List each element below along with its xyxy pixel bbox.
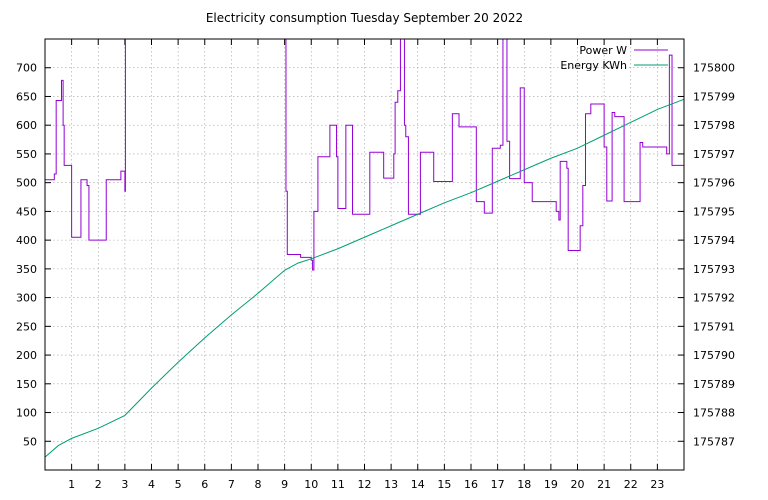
y2-tick-label: 175791 bbox=[693, 320, 735, 333]
legend-label-energy: Energy KWh bbox=[560, 59, 627, 72]
x-tick-label: 23 bbox=[650, 478, 664, 491]
y-tick-label: 450 bbox=[16, 205, 37, 218]
x-tick-label: 9 bbox=[281, 478, 288, 491]
y-tick-label: 100 bbox=[16, 407, 37, 420]
energy-series-line bbox=[44, 98, 685, 458]
ticks: 1 2 3 4 5 6 7 8 9 10 11 12 13 14 15 16 17 18 19 20 21 22 23501… bbox=[16, 39, 735, 491]
x-tick-label: 21 bbox=[597, 478, 611, 491]
x-tick-label: 13 bbox=[384, 478, 398, 491]
x-tick-label: 5 bbox=[175, 478, 182, 491]
y-tick-label: 150 bbox=[16, 378, 37, 391]
legend-label-power: Power W bbox=[579, 44, 627, 57]
y-tick-label: 700 bbox=[16, 62, 37, 75]
x-tick-label: 12 bbox=[358, 478, 372, 491]
y2-tick-label: 175792 bbox=[693, 292, 735, 305]
power-series-line bbox=[45, 38, 684, 271]
x-tick-label: 15 bbox=[437, 478, 451, 491]
x-tick-label: 8 bbox=[255, 478, 262, 491]
y2-tick-label: 175795 bbox=[693, 205, 735, 218]
x-tick-label: 6 bbox=[201, 478, 208, 491]
x-tick-label: 2 bbox=[95, 478, 102, 491]
grid bbox=[45, 39, 684, 470]
x-tick-label: 10 bbox=[304, 478, 318, 491]
y2-tick-label: 175794 bbox=[693, 234, 735, 247]
series-layer bbox=[44, 38, 685, 458]
y-tick-label: 400 bbox=[16, 234, 37, 247]
y-tick-label: 650 bbox=[16, 90, 37, 103]
y2-tick-label: 175793 bbox=[693, 263, 735, 276]
y2-tick-label: 175796 bbox=[693, 177, 735, 190]
x-tick-label: 3 bbox=[121, 478, 128, 491]
y2-tick-label: 175799 bbox=[693, 90, 735, 103]
y-tick-label: 350 bbox=[16, 263, 37, 276]
legend: Power W Energy KWh bbox=[560, 44, 668, 72]
x-tick-label: 19 bbox=[544, 478, 558, 491]
plot-frame bbox=[44, 38, 685, 471]
y-tick-label: 300 bbox=[16, 292, 37, 305]
y-tick-label: 500 bbox=[16, 177, 37, 190]
x-tick-label: 18 bbox=[517, 478, 531, 491]
y-tick-label: 50 bbox=[23, 435, 37, 448]
x-tick-label: 1 bbox=[68, 478, 75, 491]
y2-tick-label: 175797 bbox=[693, 148, 735, 161]
x-tick-label: 11 bbox=[331, 478, 345, 491]
y2-tick-label: 175789 bbox=[693, 378, 735, 391]
y-tick-label: 550 bbox=[16, 148, 37, 161]
x-tick-label: 4 bbox=[148, 478, 155, 491]
x-tick-label: 20 bbox=[571, 478, 585, 491]
chart-title: Electricity consumption Tuesday Septembe… bbox=[206, 11, 523, 25]
x-tick-label: 7 bbox=[228, 478, 235, 491]
y-tick-label: 250 bbox=[16, 320, 37, 333]
x-tick-label: 16 bbox=[464, 478, 478, 491]
y2-tick-label: 175798 bbox=[693, 119, 735, 132]
y-tick-label: 600 bbox=[16, 119, 37, 132]
x-tick-label: 17 bbox=[491, 478, 505, 491]
x-tick-label: 14 bbox=[411, 478, 425, 491]
y2-tick-label: 175800 bbox=[693, 62, 735, 75]
y2-tick-label: 175787 bbox=[693, 435, 735, 448]
y-tick-label: 200 bbox=[16, 349, 37, 362]
y2-tick-label: 175790 bbox=[693, 349, 735, 362]
y2-tick-label: 175788 bbox=[693, 407, 735, 420]
x-tick-label: 22 bbox=[624, 478, 638, 491]
